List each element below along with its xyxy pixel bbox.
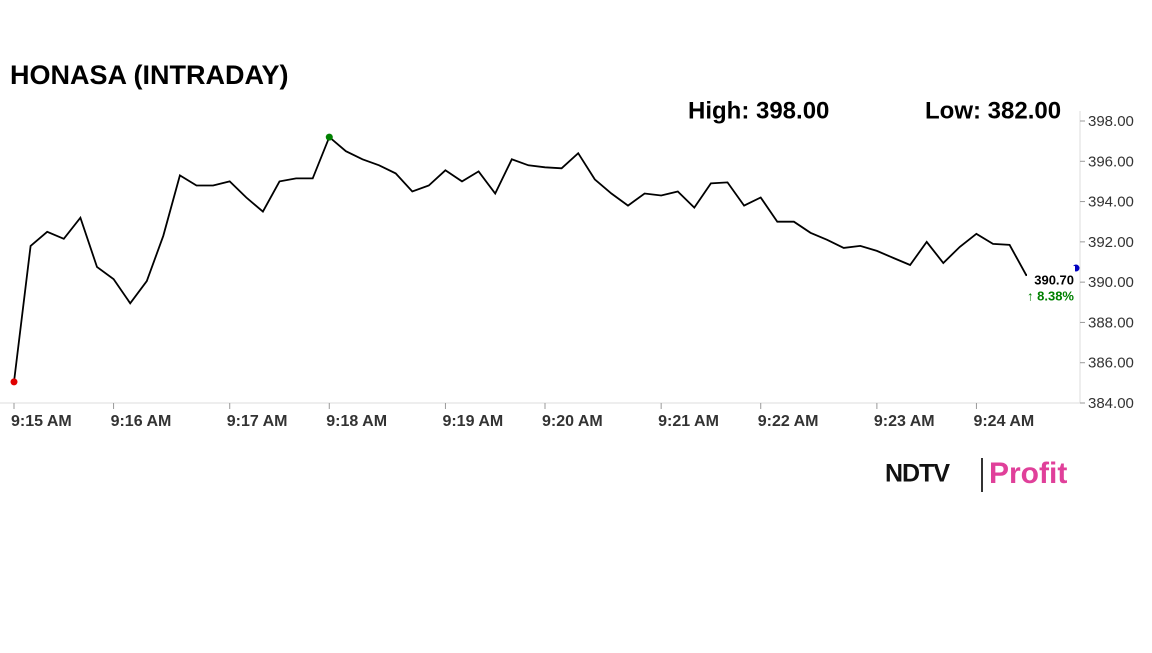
x-tick-label: 9:24 AM [973,413,1034,430]
brand-profit: Profit [989,457,1067,490]
brand-ndtv: NDTV [885,460,950,488]
x-tick-label: 9:19 AM [442,413,503,430]
y-tick-label: 388.00 [1088,314,1134,331]
last-label: 390.70 [1034,272,1074,287]
y-tick-label: 394.00 [1088,194,1134,211]
last-label-bg [1027,266,1075,301]
high-label: High: 398.00 [688,97,829,124]
low-label: Low: 382.00 [925,97,1061,124]
x-tick-label: 9:17 AM [227,413,288,430]
y-tick-label: 390.00 [1088,274,1134,291]
x-tick-label: 9:20 AM [542,413,603,430]
low-dot [10,378,18,386]
x-tick-label: 9:18 AM [326,413,387,430]
change-label: ↑ 8.38% [1027,288,1074,303]
y-tick-label: 386.00 [1088,355,1134,372]
y-tick-label: 392.00 [1088,234,1134,251]
x-tick-label: 9:22 AM [758,413,819,430]
y-tick-label: 384.00 [1088,395,1134,412]
y-tick-label: 398.00 [1088,113,1134,130]
x-tick-label: 9:15 AM [11,413,72,430]
y-tick-label: 396.00 [1088,153,1134,170]
x-tick-label: 9:16 AM [111,413,172,430]
price-line [13,135,1076,382]
x-tick-label: 9:23 AM [874,413,935,430]
x-tick-label: 9:21 AM [658,413,719,430]
chart-title: HONASA (INTRADAY) [10,60,289,90]
high-dot [325,133,333,141]
